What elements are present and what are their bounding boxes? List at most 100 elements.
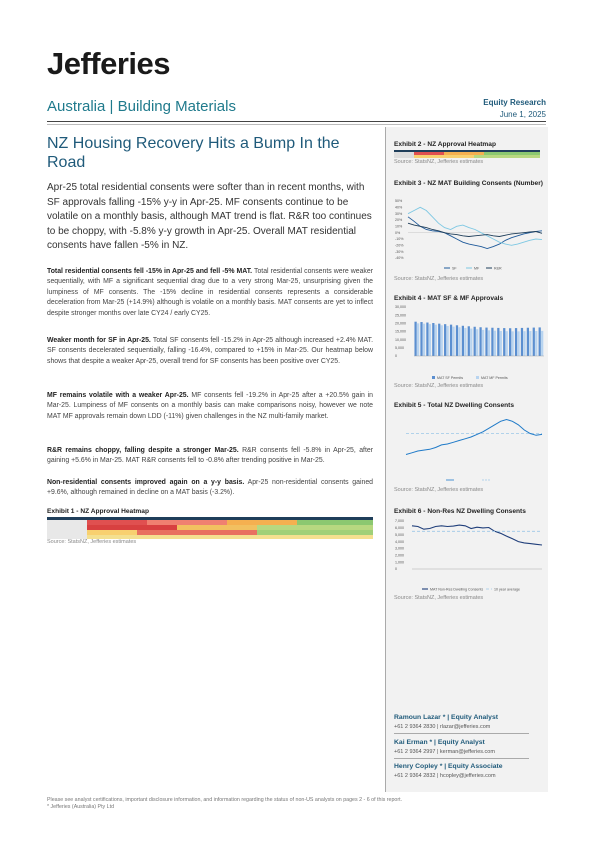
bar-mf — [440, 325, 443, 356]
paragraph-rr: R&R remains choppy, falling despite a st… — [47, 446, 373, 467]
bar-sf — [426, 322, 429, 356]
bar-sf — [526, 327, 529, 356]
y-tick-label: -10% — [395, 237, 404, 241]
bar-mf — [487, 330, 491, 356]
y-tick-label: 20,000 — [395, 322, 406, 326]
exhibit6-chart: 7,000 6,000 5,000 4,000 3,000 2,000 1,000 0 MAT … — [395, 519, 543, 591]
y-tick-label: 3,000 — [395, 547, 404, 551]
exhibit6-title: Exhibit 6 - Non-Res NZ Dwelling Consents — [394, 508, 526, 515]
bar-sf — [479, 327, 482, 356]
bar-sf — [497, 327, 500, 356]
analyst-divider — [394, 733, 529, 734]
y-tick-label: -30% — [395, 250, 404, 254]
exhibit2-heatmap — [394, 150, 540, 158]
analyst-name[interactable]: Henry Copley * | Equity Associate — [394, 763, 503, 770]
exhibit1-heatmap — [47, 517, 373, 539]
paragraph-nonres: Non-residential consents improved again … — [47, 478, 373, 499]
y-tick-label: 20% — [395, 218, 403, 222]
bar-sf — [461, 325, 464, 356]
legend-label: R&R — [494, 266, 502, 270]
paragraph-sf: Weaker month for SF in Apr-25. Total SF … — [47, 336, 373, 367]
legend-label: MAT SF Permits — [437, 376, 463, 380]
y-tick-label: -20% — [395, 244, 404, 248]
paragraph-lead: MF remains volatile with a weaker Apr-25… — [47, 392, 189, 399]
y-tick-label: 6,000 — [395, 526, 404, 530]
paragraph-body: MF consents fell -19.2% in Apr-25 after … — [47, 392, 373, 420]
bar-sf — [444, 324, 447, 356]
report-type: Equity Research — [483, 98, 546, 107]
exhibit2-title: Exhibit 2 - NZ Approval Heatmap — [394, 141, 496, 148]
bar-sf — [509, 328, 512, 356]
y-tick-label: 50% — [395, 199, 403, 203]
y-tick-label: 0 — [395, 354, 397, 358]
series-line-total — [405, 418, 543, 455]
y-tick-label: 1,000 — [395, 560, 404, 564]
exhibit5-source: Source: StatsNZ, Jefferies estimates — [394, 487, 484, 493]
exhibit3-source: Source: StatsNZ, Jefferies estimates — [394, 276, 484, 282]
bar-mf — [535, 331, 538, 356]
legend-label: SF — [452, 266, 457, 270]
footer-entity: * Jefferies (Australia) Pty Ltd — [47, 804, 115, 810]
y-tick-label: 2,000 — [395, 553, 404, 557]
bar-sf — [532, 327, 535, 356]
bar-sf — [503, 328, 506, 356]
y-tick-label: 40% — [395, 206, 403, 210]
y-tick-label: 5,000 — [395, 346, 404, 350]
bar-sf — [449, 324, 453, 356]
bar-mf — [493, 330, 497, 356]
exhibit5-chart — [405, 418, 543, 481]
bar-sf — [491, 327, 494, 356]
bar-mf — [470, 328, 473, 356]
bar-mf — [416, 323, 420, 356]
paragraph-lead: Total residential consents fell -15% in … — [47, 268, 253, 275]
analyst-name[interactable]: Kai Erman * | Equity Analyst — [394, 739, 485, 746]
legend-swatch — [476, 376, 479, 379]
analyst-name[interactable]: Ramoun Lazar * | Equity Analyst — [394, 714, 499, 721]
legend-label: MF — [474, 266, 480, 270]
y-tick-label: 30% — [395, 212, 403, 216]
bar-mf — [529, 331, 532, 356]
exhibit1-source: Source: StatsNZ, Jefferies estimates — [47, 539, 137, 545]
legend-label: MAT Non-Res Dwelling Consents — [430, 587, 483, 591]
header-rule-thin — [47, 124, 546, 125]
exhibit4-title: Exhibit 4 - MAT SF & MF Approvals — [394, 295, 504, 302]
analyst-2: Kai Erman * | Equity Analyst +61 2 9364 … — [394, 739, 529, 759]
paragraph-lead: Weaker month for SF in Apr-25. — [47, 337, 151, 344]
bar-mf — [505, 331, 508, 356]
bar-sf — [520, 327, 524, 356]
bar-mf — [434, 324, 437, 356]
y-tick-label: -40% — [395, 256, 404, 260]
y-tick-label: 30,000 — [395, 305, 406, 309]
bar-mf — [481, 329, 485, 356]
paragraph-body: Total residential consents were weaker s… — [47, 268, 373, 317]
exhibit4-source: Source: StatsNZ, Jefferies estimates — [394, 383, 484, 389]
paragraph-body: Total SF consents fell -15.2% in Apr-25 … — [47, 337, 373, 365]
analyst-divider — [394, 758, 529, 759]
y-tick-label: 10% — [395, 225, 403, 229]
analyst-contact[interactable]: +61 2 9364 2997 | kerman@jefferies.com — [394, 749, 495, 755]
paragraph-lead: Non-residential consents improved again … — [47, 479, 245, 486]
exhibit5-title: Exhibit 5 - Total NZ Dwelling Consents — [394, 402, 515, 409]
legend-swatch — [432, 376, 435, 379]
bar-mf — [523, 331, 526, 356]
paragraph-mf: MF remains volatile with a weaker Apr-25… — [47, 391, 373, 422]
legend-label: 10 year average — [494, 587, 520, 591]
footer-disclosure[interactable]: Please see analyst certifications, impor… — [47, 797, 403, 803]
y-tick-label: 0 — [395, 567, 397, 571]
series-line-rr — [407, 222, 543, 237]
intro-summary: Apr-25 total residential consents were s… — [47, 182, 372, 251]
series-line-mf — [407, 206, 543, 246]
analyst-contact[interactable]: +61 2 9364 2832 | hcopley@jefferies.com — [394, 773, 496, 779]
analyst-contact[interactable]: +61 2 9364 2830 | rlazar@jefferies.com — [394, 724, 491, 730]
bar-sf — [420, 322, 423, 356]
exhibit4-chart: 30,000 25,000 20,000 15,000 10,000 5,000 0 MAT … — [395, 305, 544, 380]
bar-mf — [464, 327, 467, 356]
y-tick-label: 5,000 — [395, 533, 404, 537]
disclosure-footer: Please see analyst certifications, impor… — [47, 797, 547, 811]
y-tick-label: 0% — [395, 231, 401, 235]
jefferies-logo: Jefferies — [47, 46, 171, 81]
bar-sf — [485, 327, 488, 356]
paragraph-lead: R&R remains choppy, falling despite a st… — [47, 447, 239, 454]
legend-label: MAT MF Permits — [481, 376, 508, 380]
bar-sf — [432, 323, 435, 356]
